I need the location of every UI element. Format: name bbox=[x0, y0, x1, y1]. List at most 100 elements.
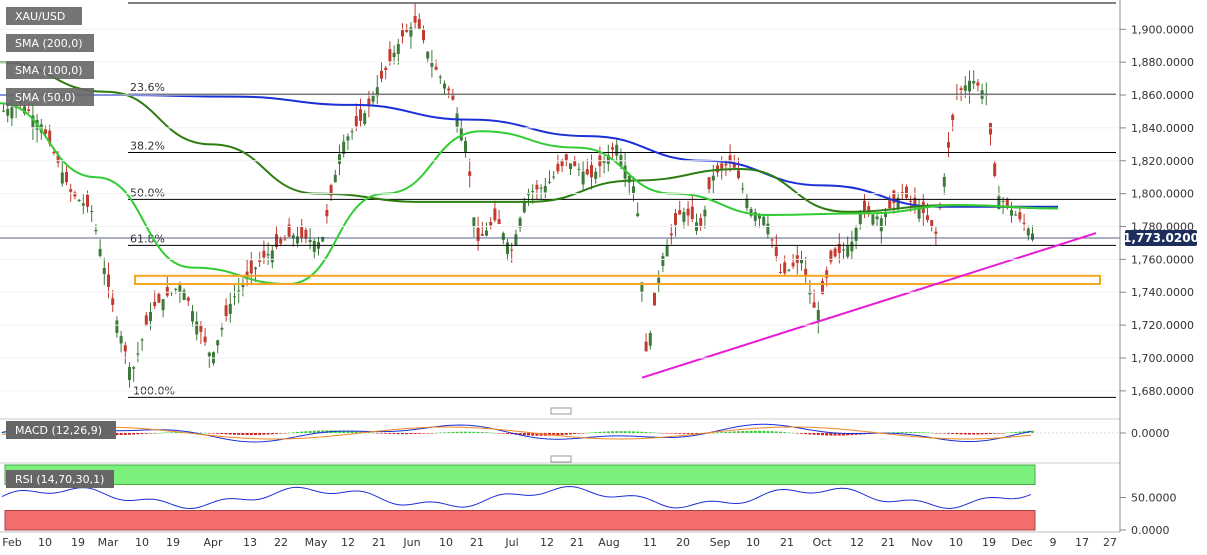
candle bbox=[44, 125, 47, 137]
candle bbox=[606, 144, 610, 172]
macd-histogram-bar bbox=[564, 433, 568, 435]
candle-body bbox=[359, 109, 362, 121]
candle-body bbox=[703, 209, 707, 217]
x-tick-label: Dec bbox=[1011, 536, 1032, 549]
candle bbox=[375, 75, 379, 105]
candle-body bbox=[758, 214, 761, 219]
candle-body bbox=[1014, 214, 1018, 216]
candle bbox=[879, 215, 883, 244]
macd-histogram-bar bbox=[321, 430, 325, 433]
candle bbox=[594, 167, 598, 184]
candle bbox=[707, 177, 711, 194]
macd-histogram-bar bbox=[308, 430, 312, 433]
rsi-resize-handle[interactable] bbox=[550, 455, 572, 463]
macd-histogram-bar bbox=[451, 431, 455, 433]
candle bbox=[959, 85, 963, 102]
candle-body bbox=[430, 62, 434, 67]
candle-body bbox=[178, 285, 182, 293]
candle-body bbox=[615, 144, 619, 156]
candle bbox=[165, 275, 169, 298]
macd-histogram-bar bbox=[241, 433, 245, 436]
candle-body bbox=[291, 235, 295, 239]
macd-histogram-bar bbox=[791, 432, 795, 434]
candle-body bbox=[543, 185, 547, 193]
candle-body bbox=[1010, 210, 1013, 216]
macd-histogram-bar bbox=[434, 432, 438, 434]
macd-histogram-bar bbox=[779, 431, 782, 433]
macd-histogram-bar bbox=[485, 432, 488, 433]
macd-histogram-bar bbox=[270, 433, 274, 435]
candle bbox=[934, 227, 938, 246]
macd-histogram-bar bbox=[619, 431, 623, 433]
legend-badge-bg bbox=[6, 7, 82, 25]
macd-histogram-bar bbox=[119, 433, 123, 436]
candle bbox=[535, 180, 539, 200]
macd-histogram-bar bbox=[955, 433, 959, 435]
macd-histogram-bar bbox=[892, 432, 896, 433]
macd-histogram-bar bbox=[829, 433, 833, 436]
candle bbox=[430, 49, 434, 78]
x-tick-label: 10 bbox=[135, 536, 149, 549]
candle-body bbox=[396, 44, 400, 54]
macd-histogram-bar bbox=[833, 433, 837, 436]
candle-body bbox=[485, 230, 488, 236]
macd-histogram-bar bbox=[896, 432, 900, 433]
sma-line bbox=[0, 61, 1059, 213]
candle bbox=[728, 144, 732, 172]
candle bbox=[388, 41, 392, 66]
price-y-tick-label: 1,760.0000 bbox=[1131, 253, 1194, 266]
candle-body bbox=[917, 208, 921, 219]
macd-badge-bg bbox=[6, 421, 116, 439]
candle bbox=[186, 296, 190, 307]
macd-histogram-bar bbox=[392, 433, 396, 435]
macd-resize-handle[interactable] bbox=[550, 407, 572, 415]
candle bbox=[115, 316, 119, 338]
macd-histogram-bar bbox=[947, 433, 950, 434]
macd-histogram-bar bbox=[413, 433, 417, 434]
candle-body bbox=[161, 299, 165, 311]
macd-histogram-bar bbox=[174, 432, 178, 433]
macd-histogram-bar bbox=[291, 432, 295, 433]
candle bbox=[338, 144, 341, 176]
candle-body bbox=[678, 210, 682, 215]
candle-body bbox=[203, 336, 207, 343]
candle-body bbox=[480, 233, 484, 236]
candle bbox=[65, 165, 68, 186]
candle bbox=[791, 254, 795, 269]
current-price-label: 1,773.0200 bbox=[1123, 231, 1199, 245]
candle-body bbox=[993, 163, 997, 176]
candle-body bbox=[472, 217, 476, 227]
candle bbox=[119, 330, 123, 353]
legend-badge-bg bbox=[6, 88, 94, 106]
candle bbox=[266, 242, 270, 265]
rsi-badge-bg bbox=[6, 470, 114, 488]
macd-histogram-bar bbox=[417, 433, 421, 434]
candle-body bbox=[338, 154, 341, 164]
x-tick-label: 27 bbox=[1103, 536, 1117, 549]
candle bbox=[989, 122, 992, 146]
candle-body bbox=[363, 113, 367, 124]
candle-body bbox=[606, 155, 610, 164]
candle bbox=[1010, 201, 1013, 223]
candle bbox=[556, 154, 560, 175]
macd-histogram-bar bbox=[774, 431, 778, 433]
x-tick-label: 21 bbox=[470, 536, 484, 549]
macd-histogram-bar bbox=[581, 433, 585, 434]
candle-body bbox=[905, 186, 908, 198]
candle-body bbox=[594, 171, 598, 179]
macd-histogram-bar bbox=[741, 430, 745, 433]
candle-body bbox=[438, 76, 442, 78]
candle-body bbox=[501, 233, 505, 240]
candle-body bbox=[774, 246, 778, 256]
candle-body bbox=[930, 220, 934, 227]
candle bbox=[480, 221, 484, 237]
candle-body bbox=[321, 237, 325, 242]
candle-body bbox=[934, 231, 938, 234]
candle bbox=[573, 156, 577, 167]
macd-histogram-bar bbox=[275, 433, 278, 434]
candle-body bbox=[909, 200, 913, 202]
macd-histogram-bar bbox=[388, 433, 392, 434]
macd-histogram-bar bbox=[346, 430, 350, 433]
candle bbox=[342, 134, 346, 158]
candle-body bbox=[552, 176, 556, 178]
